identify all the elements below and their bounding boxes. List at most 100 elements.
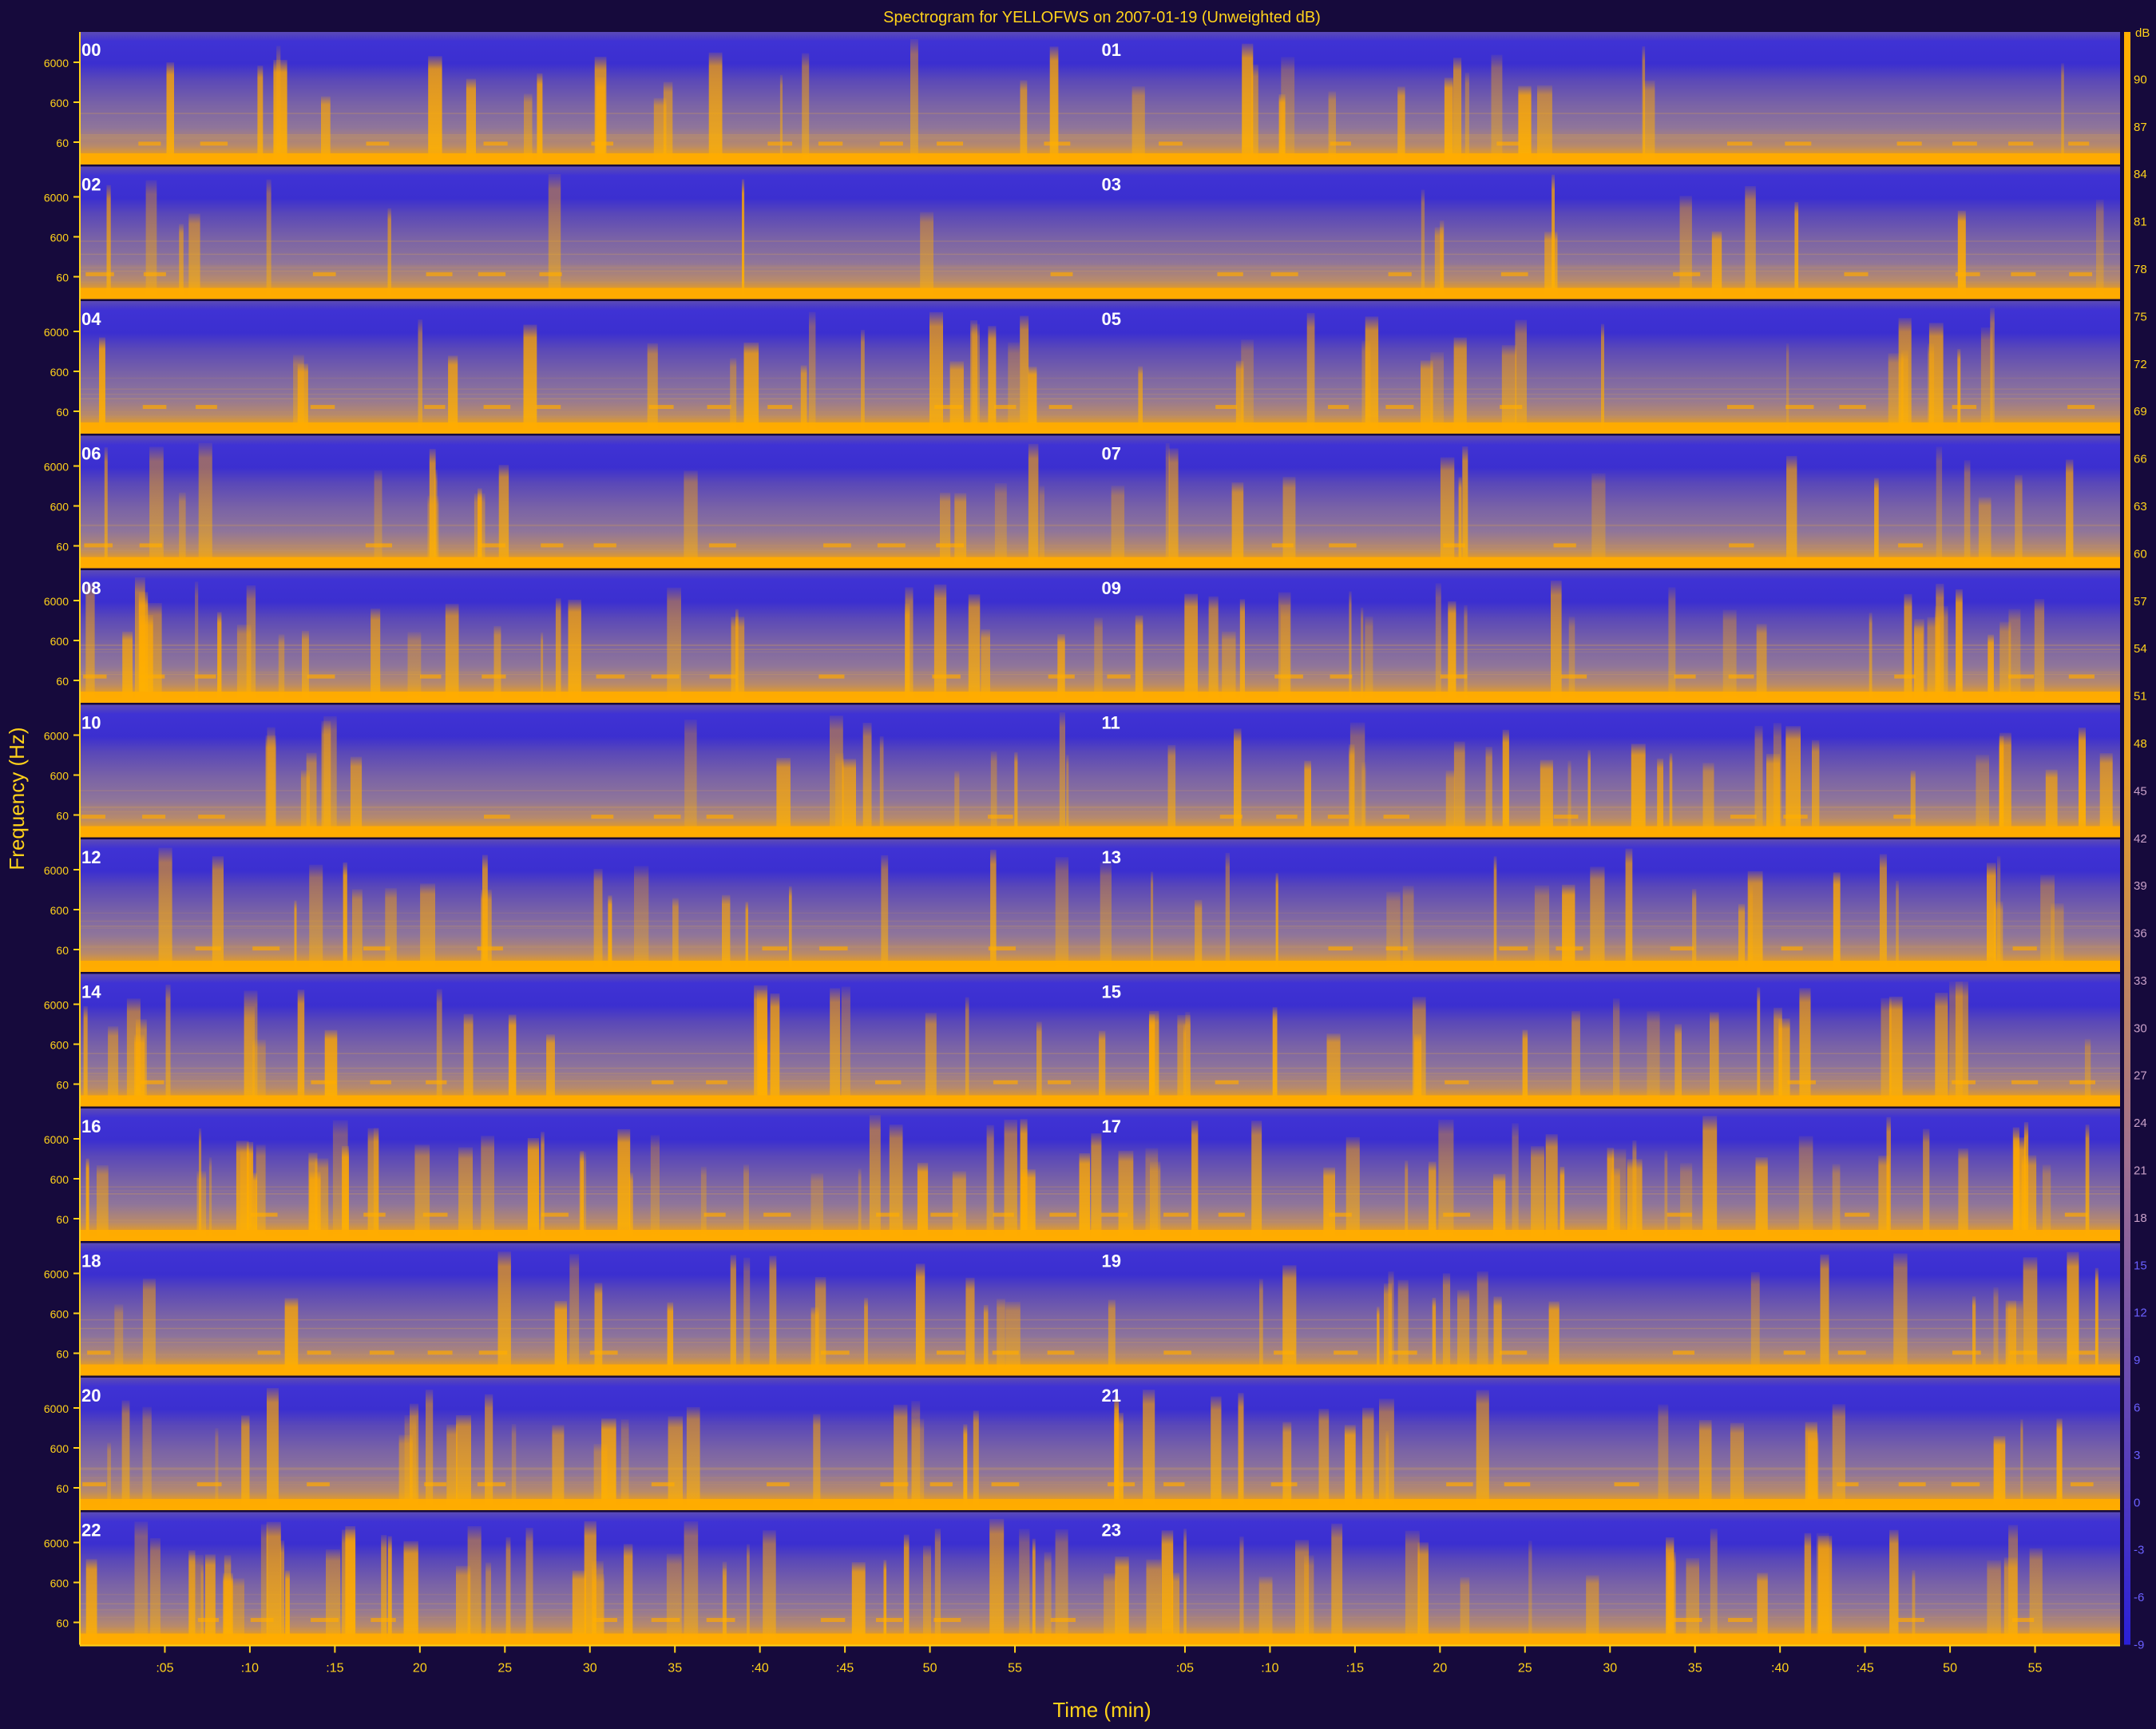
dash-segment <box>1215 405 1237 410</box>
x-tick-label: 25 <box>497 1662 512 1675</box>
hour-label: 18 <box>81 1251 101 1271</box>
dash-segment <box>762 946 788 951</box>
y-tick-label: 60 <box>56 1213 69 1226</box>
x-tick-label: 35 <box>668 1662 682 1675</box>
y-tick-label: 60 <box>56 1079 69 1092</box>
sound-burst <box>1323 1167 1335 1241</box>
spectral-line <box>80 1319 2120 1321</box>
sound-burst <box>1183 1023 1187 1107</box>
low-freq-strip <box>80 1230 2120 1241</box>
sound-burst <box>165 984 171 1107</box>
row-divider <box>80 568 2120 570</box>
row-divider <box>80 165 2120 167</box>
sound-burst <box>1079 1153 1090 1241</box>
sound-burst <box>418 319 422 434</box>
sound-burst <box>1935 993 1948 1107</box>
dash-segment <box>1163 1482 1185 1487</box>
dash-segment <box>1383 815 1410 819</box>
spectrogram-band <box>80 1512 2120 1645</box>
low-freq-strip <box>80 1095 2120 1107</box>
colorbar-tick-label: 87 <box>2134 121 2147 134</box>
sound-burst <box>1993 901 2003 972</box>
sound-burst <box>1904 593 1912 703</box>
dash-segment <box>307 1482 330 1487</box>
sound-burst <box>1326 1033 1341 1107</box>
sound-burst <box>493 625 501 703</box>
low-freq-strip <box>80 1499 2120 1510</box>
dash-segment <box>2068 141 2090 146</box>
spectrogram-row: 6000 600 60 18 19 <box>44 1243 2120 1378</box>
sound-burst <box>1493 856 1497 972</box>
sound-burst <box>1108 1299 1116 1376</box>
colorbar-tick-label: 84 <box>2134 168 2147 181</box>
sound-burst <box>1869 613 1873 703</box>
sound-burst <box>1957 210 1966 299</box>
sound-burst <box>634 866 649 972</box>
dash-segment <box>1952 1350 1981 1355</box>
sound-burst <box>147 603 162 703</box>
dash-segment <box>1101 1212 1128 1217</box>
dash-segment <box>1897 1617 1924 1622</box>
sound-burst <box>179 224 184 299</box>
sound-burst <box>800 365 807 434</box>
sound-burst <box>541 1132 545 1241</box>
sound-burst <box>973 1410 979 1510</box>
x-tick-label: 35 <box>1688 1662 1702 1675</box>
sound-burst <box>1448 601 1456 703</box>
sound-burst <box>1111 486 1125 569</box>
dash-segment <box>1048 1080 1072 1085</box>
x-tick-label: :05 <box>1176 1662 1194 1675</box>
colorbar-tick-label: 45 <box>2134 784 2147 798</box>
dash-segment <box>1672 1350 1694 1355</box>
spectrogram-row: 6000 600 60 22 23 <box>44 1512 2120 1647</box>
sound-burst <box>387 1536 392 1645</box>
sound-burst <box>1914 625 1924 703</box>
sound-burst <box>1020 80 1028 165</box>
sound-burst <box>1832 1404 1845 1510</box>
dash-segment <box>874 1080 902 1085</box>
dash-segment <box>706 1080 727 1085</box>
sound-burst <box>1304 760 1311 838</box>
sound-burst <box>684 470 698 569</box>
sound-burst <box>647 343 658 434</box>
dash-segment <box>929 1482 953 1487</box>
sound-burst <box>478 488 482 569</box>
dash-segment <box>1500 272 1528 276</box>
sound-burst <box>986 1124 994 1241</box>
sound-burst <box>524 93 533 165</box>
sound-burst <box>1812 740 1820 838</box>
sound-burst <box>297 363 308 434</box>
sound-burst <box>371 609 381 703</box>
sound-burst <box>445 604 459 703</box>
sound-burst <box>1528 1541 1532 1645</box>
y-tick-label: 60 <box>56 272 69 284</box>
x-tick-label: :40 <box>1771 1662 1789 1675</box>
sound-burst <box>1344 1425 1356 1510</box>
sound-burst <box>198 442 212 569</box>
sound-burst <box>1679 196 1692 299</box>
y-tick-label: 600 <box>50 97 69 109</box>
y-tick-label: 600 <box>50 1577 69 1590</box>
spectral-line <box>80 1469 2120 1471</box>
sound-burst <box>1590 866 1605 972</box>
sound-burst <box>1476 1390 1489 1510</box>
sound-burst <box>166 62 174 165</box>
sound-burst <box>1692 889 1697 972</box>
dash-segment <box>1898 1482 1926 1487</box>
sound-burst <box>525 1528 533 1645</box>
sound-burst <box>2034 598 2045 703</box>
sound-burst <box>485 1562 491 1645</box>
sound-burst <box>1667 1552 1676 1645</box>
dash-segment <box>1217 272 1243 276</box>
sound-burst <box>345 1526 355 1645</box>
sound-burst <box>326 1549 341 1645</box>
sound-burst <box>212 856 224 972</box>
sound-burst <box>244 990 258 1107</box>
sound-burst <box>1115 1556 1129 1645</box>
sound-burst <box>981 629 990 703</box>
sound-burst <box>1501 345 1517 434</box>
x-tick-label: 30 <box>1603 1662 1617 1675</box>
sound-burst <box>121 1400 130 1510</box>
dash-segment <box>366 141 390 146</box>
